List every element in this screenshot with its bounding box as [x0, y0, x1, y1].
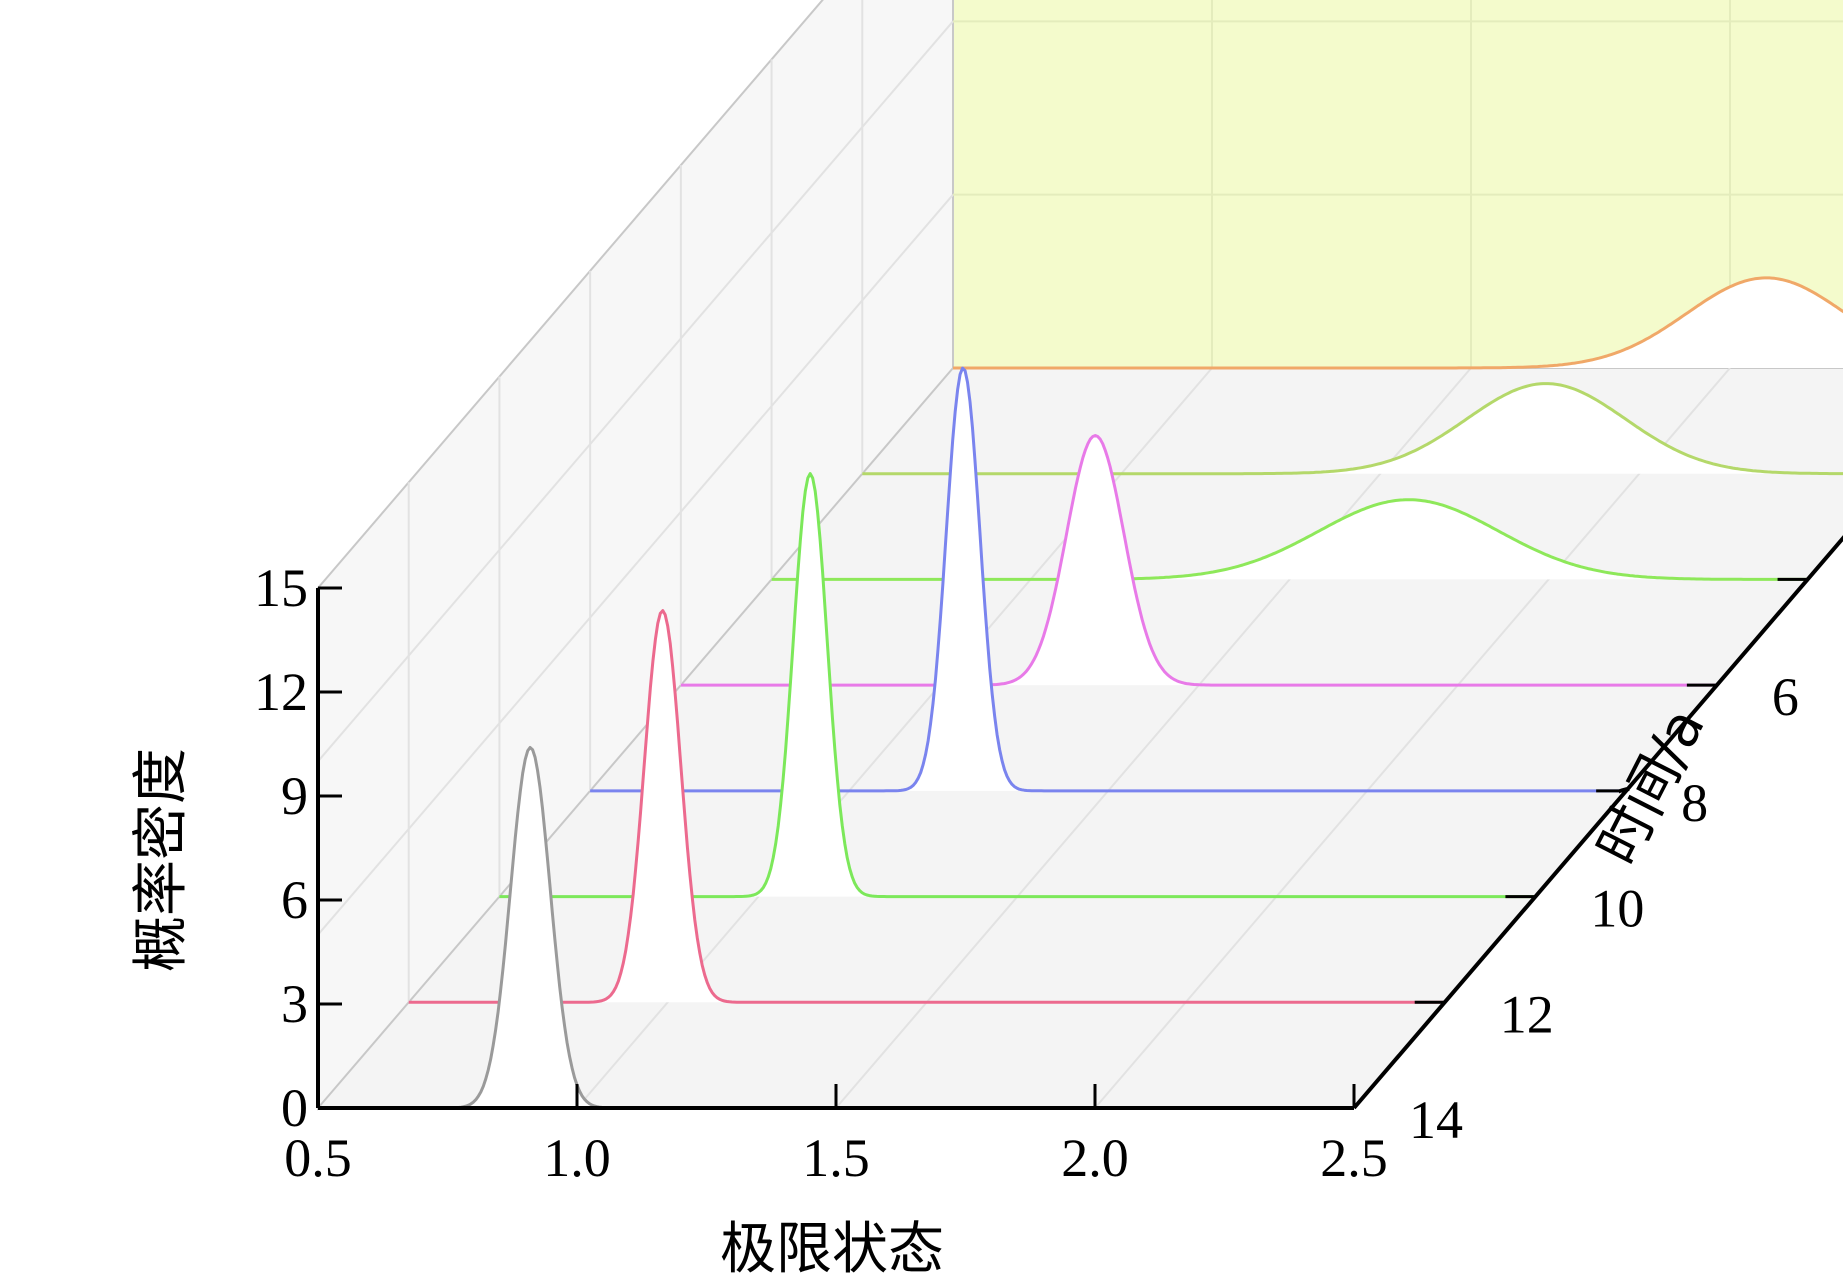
- y-tick-label: 9: [281, 766, 308, 826]
- series-line-12: [408, 609, 1445, 1004]
- x-axis-title: 极限状态: [720, 1217, 944, 1282]
- y-tick-label: 6: [281, 870, 308, 930]
- x-tick-label: 1.0: [543, 1128, 611, 1188]
- series-fill-0: [953, 277, 1843, 368]
- x-tick-label: 0.5: [284, 1128, 352, 1188]
- series-line-2: [862, 382, 1843, 476]
- series-line-0: [953, 276, 1843, 370]
- y-tick-label: 12: [254, 662, 308, 722]
- y-tick-label: 3: [281, 974, 308, 1034]
- series-fill-2: [862, 383, 1843, 474]
- side-gridline: [317, 194, 954, 936]
- z-axis-line: [1352, 535, 1843, 1110]
- z-tick-label: 8: [1681, 773, 1708, 833]
- series-fill-14: [318, 747, 1354, 1108]
- z-tick-label: 6: [1772, 667, 1799, 727]
- x-tick-label: 1.5: [802, 1128, 870, 1188]
- z-tick-label: 14: [1409, 1090, 1463, 1150]
- x-tick-label: 2.0: [1061, 1128, 1129, 1188]
- z-tick-label: 12: [1500, 984, 1554, 1044]
- z-tick-label: 10: [1590, 879, 1644, 939]
- series-line-8: [590, 366, 1627, 793]
- floor-gridline: [1094, 367, 1731, 1109]
- side-gridline: [317, 20, 954, 762]
- y-tick-label: 15: [254, 558, 308, 618]
- series-fill-4: [771, 499, 1808, 580]
- y-axis-title: 概率密度: [129, 748, 194, 972]
- axes: [316, 535, 1843, 1110]
- y-tick-label: 0: [281, 1078, 308, 1138]
- series-fill-12: [408, 610, 1445, 1003]
- floor-gridline: [835, 367, 1472, 1109]
- series-line-6: [680, 434, 1717, 687]
- x-tick-label: 2.5: [1320, 1128, 1388, 1188]
